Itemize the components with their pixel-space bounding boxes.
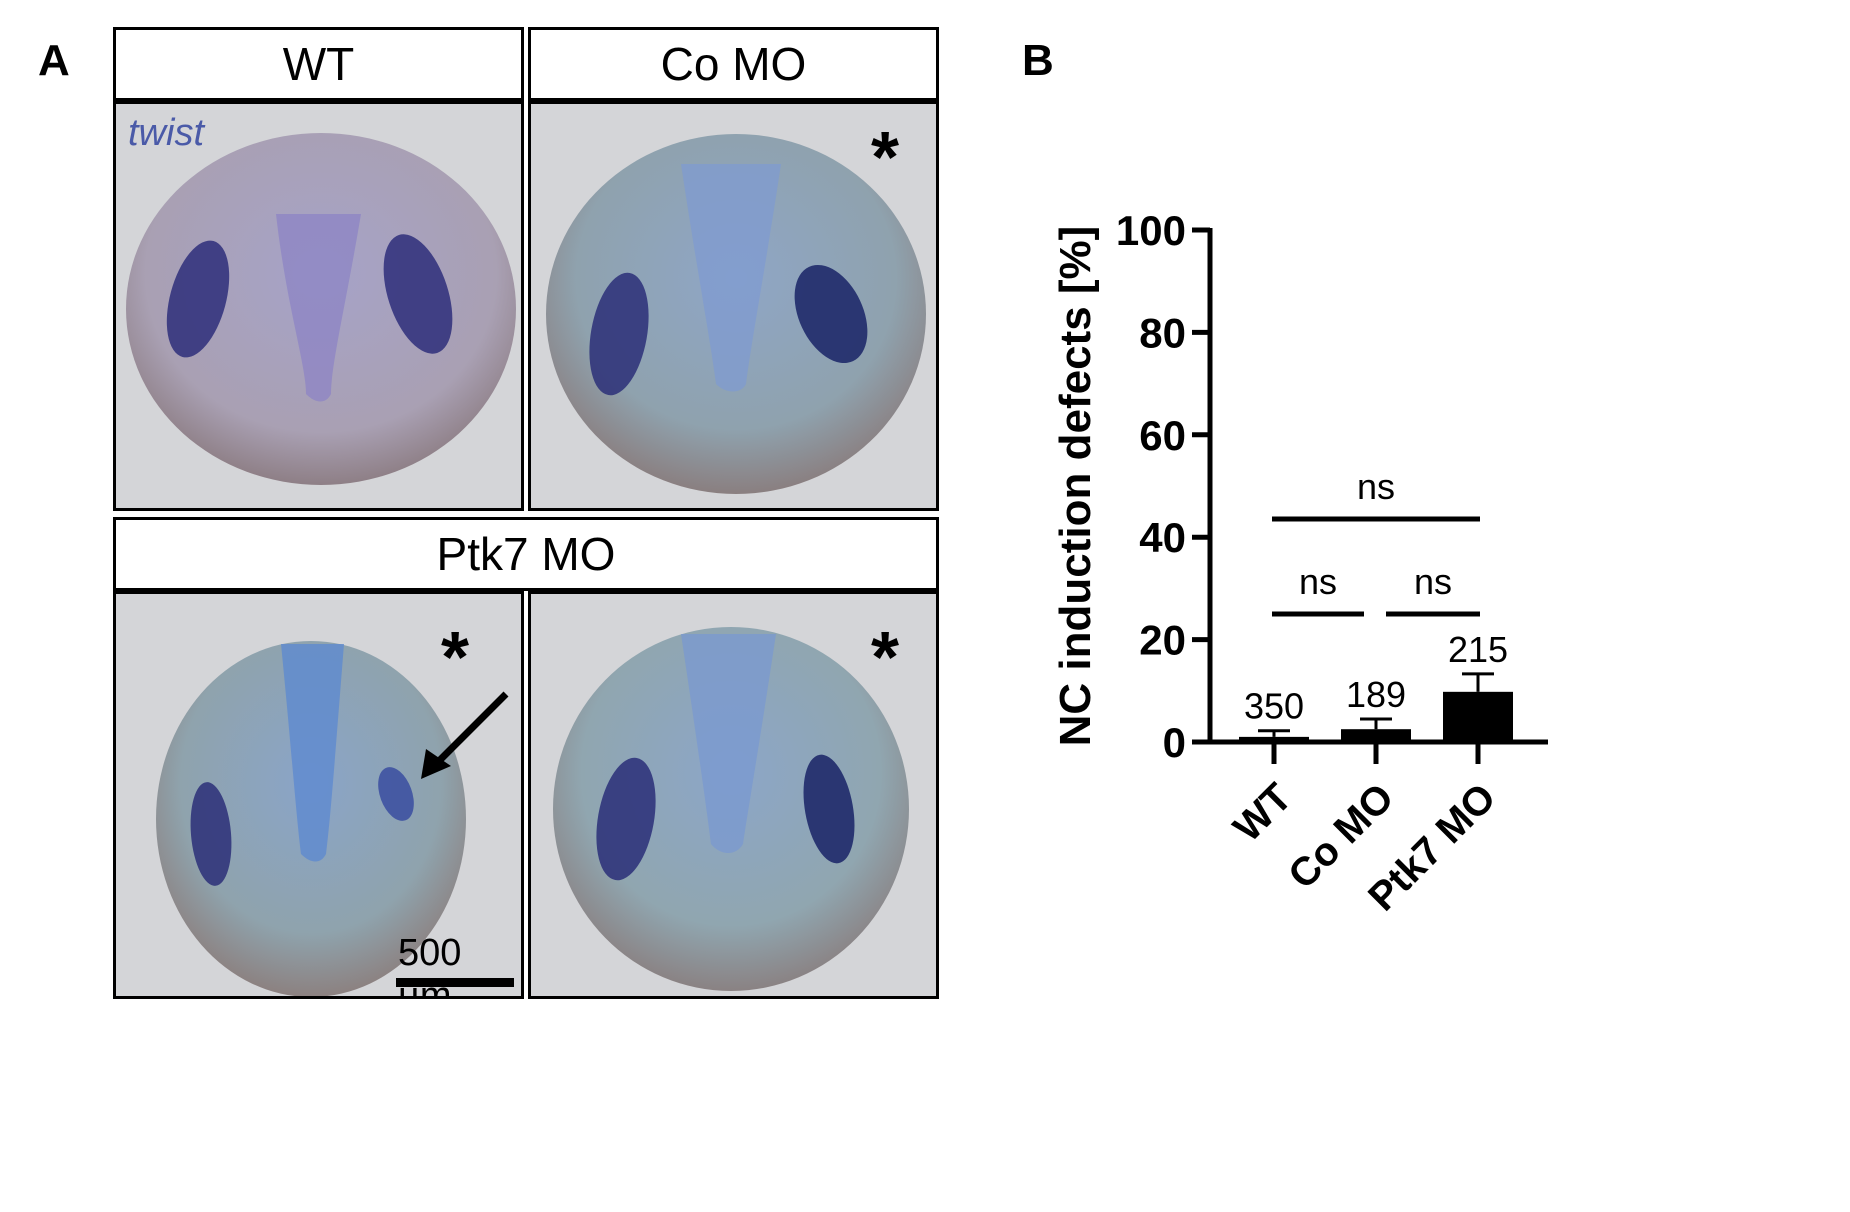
bar bbox=[1443, 691, 1513, 742]
y-tick-label: 100 bbox=[1116, 207, 1186, 254]
y-tick-label: 20 bbox=[1139, 617, 1186, 664]
scale-bar bbox=[396, 978, 514, 987]
embryo-image-ptk7-mo-2: * bbox=[528, 591, 939, 999]
y-axis-label: NC induction defects [%] bbox=[1051, 226, 1100, 747]
n-label: 350 bbox=[1244, 686, 1304, 727]
significance-label: ns bbox=[1414, 561, 1452, 602]
embryo-image-co-mo: * bbox=[528, 101, 939, 511]
y-tick-label: 40 bbox=[1139, 514, 1186, 561]
panel-a-label: A bbox=[38, 36, 70, 85]
bar bbox=[1239, 736, 1309, 742]
header-ptk7-mo: Ptk7 MO bbox=[113, 517, 939, 591]
scale-bar-label: 500 µm bbox=[398, 932, 462, 999]
y-tick-label: 80 bbox=[1139, 309, 1186, 356]
asterisk-ptk7-mo-1: * bbox=[441, 618, 470, 698]
panel-b-label: B bbox=[1022, 36, 1054, 85]
asterisk-co-mo: * bbox=[871, 118, 900, 198]
header-co-mo: Co MO bbox=[528, 27, 939, 101]
stain-label-twist: twist bbox=[128, 112, 204, 154]
bar-chart: 0 20 40 60 80 100 NC induction defects [%] 350 W… bbox=[1051, 207, 1548, 920]
significance-label: ns bbox=[1357, 466, 1395, 507]
significance-label: ns bbox=[1299, 561, 1337, 602]
header-wt: WT bbox=[113, 27, 524, 101]
x-tick-label: WT bbox=[1225, 775, 1300, 850]
asterisk-ptk7-mo-2: * bbox=[871, 618, 900, 698]
bar bbox=[1341, 729, 1411, 742]
embryo-image-wt: twist bbox=[113, 101, 524, 511]
embryo-image-ptk7-mo-1: * 500 µm bbox=[113, 591, 524, 999]
y-tick-label: 0 bbox=[1163, 719, 1186, 766]
n-label: 189 bbox=[1346, 674, 1406, 715]
n-label: 215 bbox=[1448, 629, 1508, 670]
y-tick-label: 60 bbox=[1139, 412, 1186, 459]
